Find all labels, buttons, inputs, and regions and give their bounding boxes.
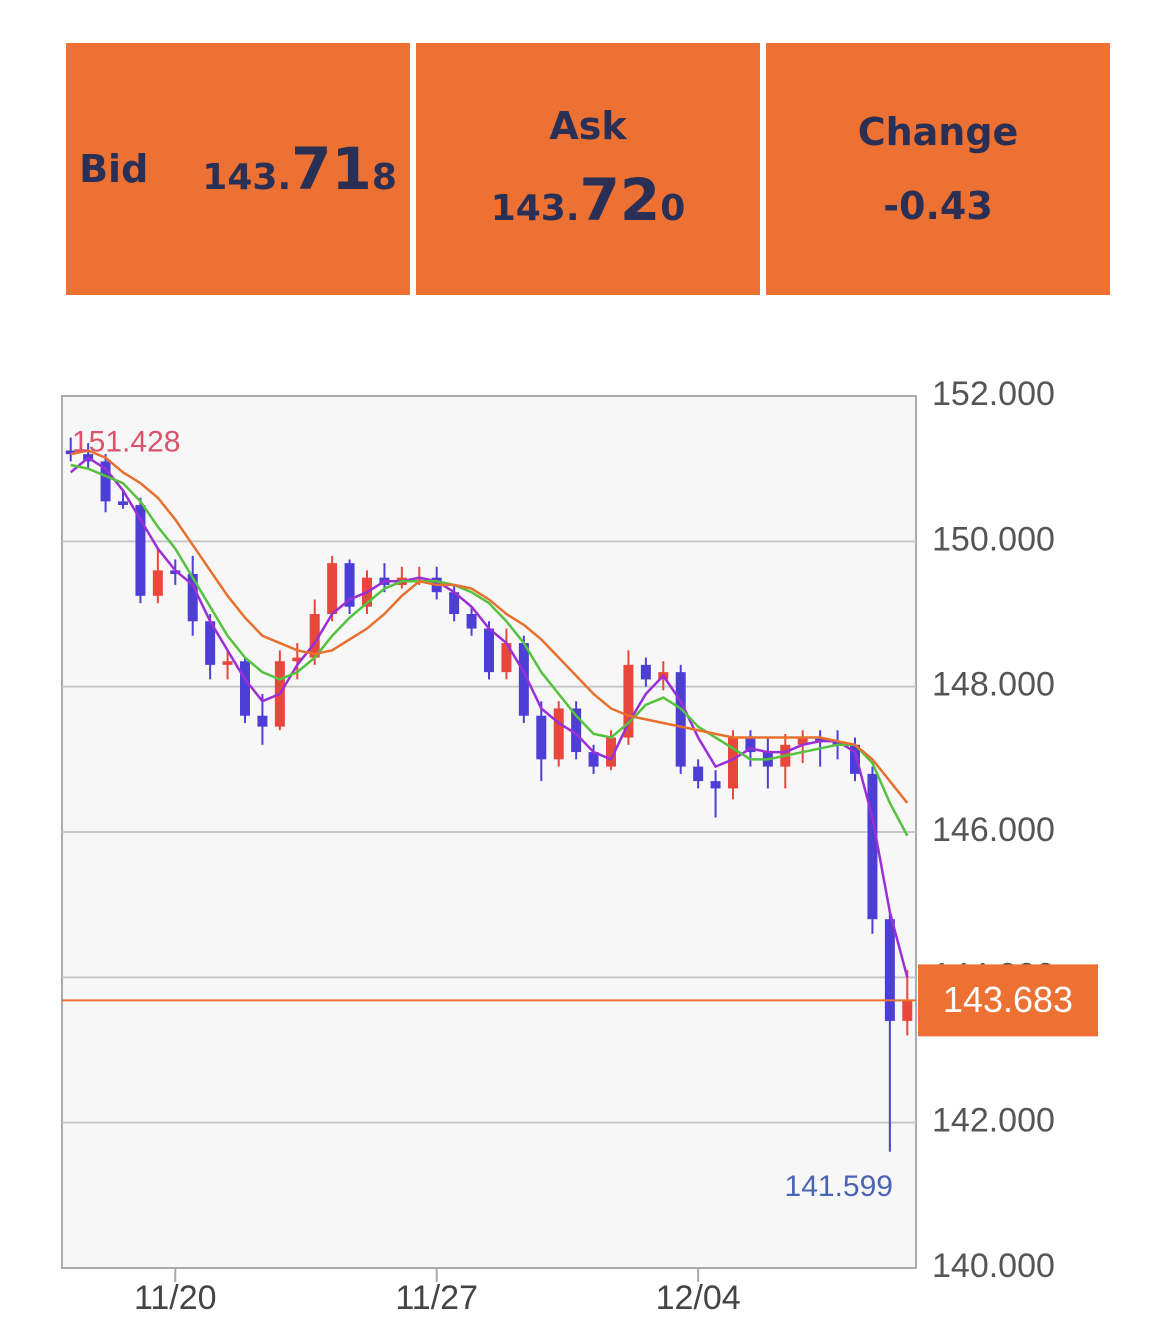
y-tick-label: 148.000 (932, 666, 1055, 704)
y-tick-label: 150.000 (932, 520, 1055, 558)
bid-suffix: 8 (371, 157, 397, 198)
change-box: Change -0.43 (766, 43, 1110, 295)
candle-body (588, 752, 599, 767)
change-value: -0.43 (883, 184, 993, 228)
ask-label: Ask (549, 104, 627, 148)
x-tick-label: 11/27 (395, 1279, 478, 1317)
bid-price: 143.718 (202, 135, 397, 203)
candle-body (728, 737, 738, 789)
x-tick-label: 12/04 (656, 1279, 741, 1317)
candle-body (187, 574, 198, 622)
candle-body (832, 741, 843, 745)
candle-body (292, 657, 303, 662)
bid-main: 71 (291, 135, 372, 203)
candle-body (867, 773, 878, 920)
ask-prefix: 143. (490, 188, 580, 229)
moving-average (70, 449, 909, 804)
ask-suffix: 0 (660, 188, 686, 229)
candle-body (884, 919, 895, 1021)
candle-body (327, 563, 338, 614)
low-label: 141.599 (785, 1170, 893, 1203)
candle-body (135, 505, 146, 596)
candle-body (344, 563, 355, 607)
candle-body (466, 614, 477, 629)
candle-body (553, 708, 564, 760)
y-tick-label: 152.000 (932, 375, 1055, 413)
bid-box: Bid 143.718 (66, 43, 410, 295)
candle-body (240, 661, 250, 716)
bid-label: Bid (79, 147, 149, 191)
candle-body (309, 614, 320, 658)
candle-body (501, 643, 512, 673)
candle-body (710, 781, 721, 789)
ask-box: Ask 143.720 (416, 43, 760, 295)
candle-body (850, 744, 860, 774)
candle-body (606, 737, 616, 767)
candle-body (536, 715, 547, 760)
candle-body (693, 766, 704, 782)
moving-average (70, 463, 909, 837)
candle-body (745, 737, 756, 753)
ask-price: 143.720 (491, 166, 686, 234)
last-price-label: 143.683 (943, 979, 1073, 1020)
candle-body (257, 715, 268, 727)
x-tick-label: 11/20 (134, 1279, 217, 1317)
candle-body (118, 501, 128, 505)
candle-body (100, 461, 111, 502)
moving-average (69, 456, 909, 978)
candle-body (675, 672, 686, 767)
candle-body (815, 737, 826, 742)
y-tick-label: 140.000 (932, 1247, 1055, 1285)
candle-body (640, 664, 651, 680)
ask-main: 72 (579, 166, 661, 234)
candle-body (623, 664, 634, 738)
change-label: Change (857, 110, 1019, 154)
candle-body (222, 661, 233, 665)
candle-body (205, 621, 216, 665)
candle-body (170, 570, 181, 575)
candle-body (484, 628, 494, 673)
candle-body (65, 450, 76, 455)
candle-body (797, 737, 808, 745)
candle-body (449, 592, 460, 614)
candle-body (571, 708, 582, 753)
high-label: 151.428 (72, 425, 180, 458)
candle-body (518, 643, 529, 716)
y-tick-label: 146.000 (932, 811, 1055, 849)
y-tick-label: 142.000 (932, 1102, 1055, 1140)
candle-body (152, 570, 163, 596)
last-price-box (918, 964, 1098, 1037)
bid-prefix: 143. (202, 157, 292, 198)
candle-body (902, 1000, 913, 1021)
